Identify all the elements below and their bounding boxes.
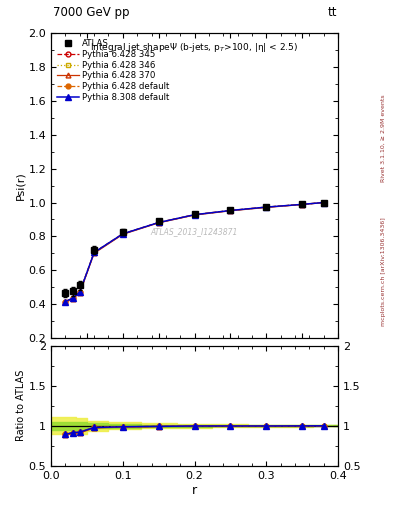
Legend: ATLAS, Pythia 6.428 345, Pythia 6.428 346, Pythia 6.428 370, Pythia 6.428 defaul: ATLAS, Pythia 6.428 345, Pythia 6.428 34… — [55, 37, 171, 103]
Text: 7000 GeV pp: 7000 GeV pp — [53, 7, 130, 19]
Text: Integral jet shapeΨ (b-jets, p$_T$>100, |η| < 2.5): Integral jet shapeΨ (b-jets, p$_T$>100, … — [90, 41, 299, 54]
Text: mcplots.cern.ch [arXiv:1306.3436]: mcplots.cern.ch [arXiv:1306.3436] — [381, 217, 386, 326]
Text: tt: tt — [328, 7, 337, 19]
Text: Rivet 3.1.10, ≥ 2.9M events: Rivet 3.1.10, ≥ 2.9M events — [381, 94, 386, 182]
X-axis label: r: r — [192, 483, 197, 497]
Y-axis label: Ratio to ATLAS: Ratio to ATLAS — [16, 370, 26, 441]
Text: ATLAS_2013_I1243871: ATLAS_2013_I1243871 — [151, 227, 238, 236]
Y-axis label: Psi(r): Psi(r) — [16, 171, 26, 200]
